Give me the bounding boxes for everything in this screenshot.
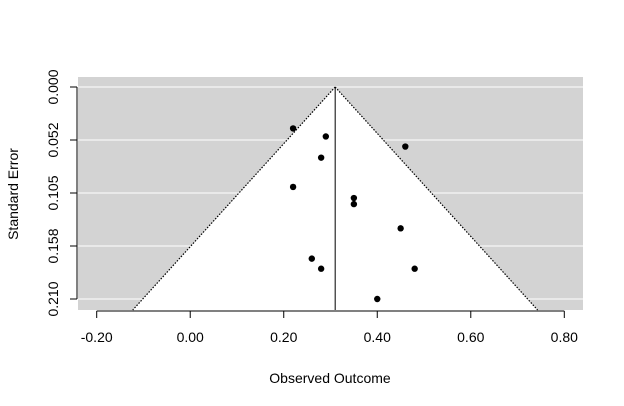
data-point xyxy=(289,125,297,132)
data-point xyxy=(317,154,325,161)
x-tick-label: 0.00 xyxy=(177,329,204,345)
x-tick-label: 0.40 xyxy=(364,329,391,345)
data-point xyxy=(374,295,381,303)
funnel-right-boundary xyxy=(334,86,539,311)
x-tick-label: 0.20 xyxy=(270,329,297,345)
data-point xyxy=(289,183,297,191)
data-point xyxy=(350,194,358,202)
data-point xyxy=(322,133,330,140)
y-tick-label: 0.052 xyxy=(45,122,61,157)
y-tick-label: 0.105 xyxy=(45,175,61,210)
x-tick-label: 0.60 xyxy=(457,329,484,345)
y-axis-label: Standard Error xyxy=(5,148,21,240)
x-tick-label: -0.20 xyxy=(81,329,113,345)
data-point xyxy=(397,225,404,232)
data-point xyxy=(411,265,418,272)
y-axis: 0.000 0.052 0.105 0.158 0.210 xyxy=(45,69,78,317)
funnel-left-boundary xyxy=(132,86,336,311)
data-point xyxy=(308,255,315,262)
y-tick-label: 0.158 xyxy=(45,228,61,263)
data-point xyxy=(402,143,409,150)
x-tick-label: 0.80 xyxy=(551,329,578,345)
x-axis-label: Observed Outcome xyxy=(269,370,391,386)
x-axis: -0.20 0.00 0.20 0.40 0.60 0.80 xyxy=(81,310,578,345)
data-points xyxy=(289,125,418,303)
data-point xyxy=(350,200,358,208)
y-tick-label: 0.000 xyxy=(45,69,61,104)
data-point xyxy=(317,265,325,272)
y-tick-label: 0.210 xyxy=(45,281,61,316)
